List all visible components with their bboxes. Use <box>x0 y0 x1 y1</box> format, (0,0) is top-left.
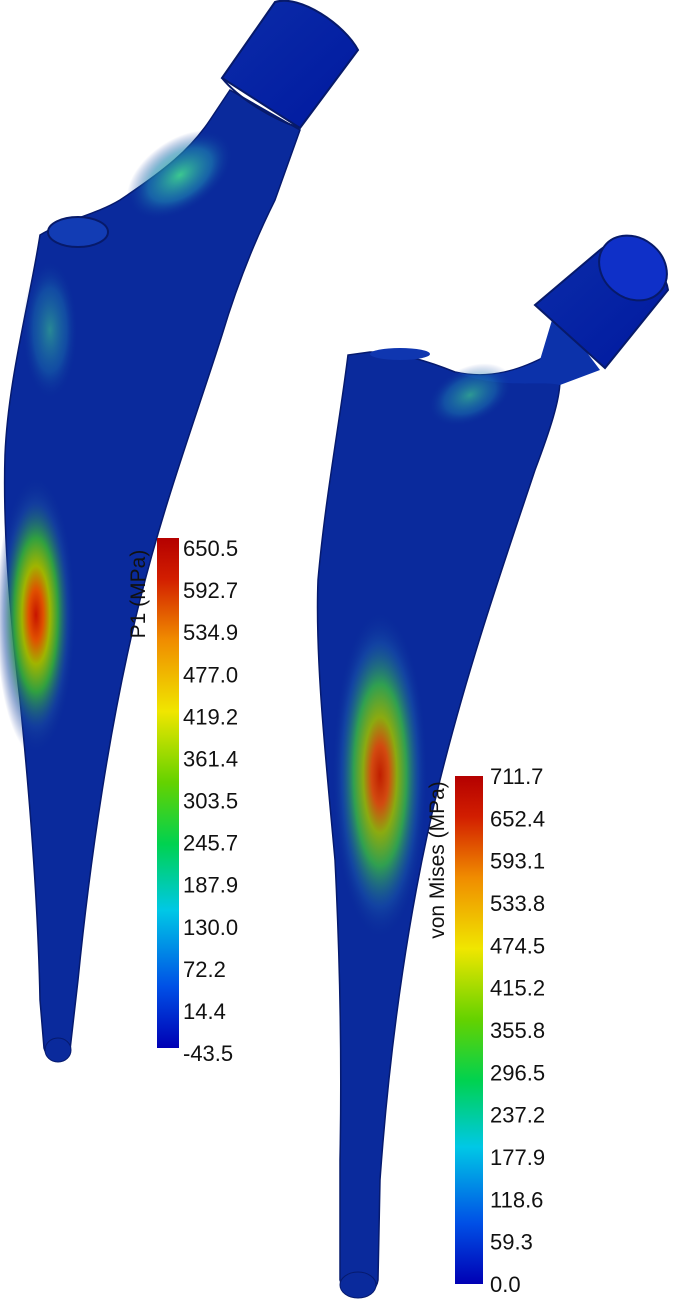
von-mises-colorbar: 711.7 652.4 593.1 533.8 474.5 415.2 355.8 296.5… <box>426 764 545 1297</box>
left-trunnion-ring <box>221 77 301 129</box>
right-top <box>370 348 430 360</box>
von-mises-colorbar-tick-label: 593.1 <box>490 849 545 874</box>
p1-colorbar-tick-label: 361.4 <box>183 746 238 771</box>
left-trunnion <box>220 0 360 130</box>
p1-colorbar-title: P1 (MPa) <box>127 550 150 639</box>
von-mises-colorbar-tick-label: 355.8 <box>490 1018 545 1043</box>
left-stress-hotspot <box>0 475 76 755</box>
p1-colorbar-tick-label: 419.2 <box>183 704 238 729</box>
left-implant-model <box>0 0 360 1063</box>
von-mises-colorbar-tick-label: 59.3 <box>490 1230 533 1255</box>
right-stress-hotspot <box>332 610 428 940</box>
p1-colorbar-tick-label: 650.5 <box>183 536 238 561</box>
von-mises-colorbar-tick-label: 296.5 <box>490 1060 545 1085</box>
p1-colorbar-ticks: 650.5 592.7 534.9 477.0 419.2 361.4 303.5 245.7… <box>183 536 238 1066</box>
p1-colorbar-tick-label: -43.5 <box>183 1041 233 1066</box>
von-mises-colorbar-tick-label: 474.5 <box>490 933 545 958</box>
von-mises-colorbar-title: von Mises (MPa) <box>426 781 449 939</box>
p1-colorbar-tick-label: 534.9 <box>183 620 238 645</box>
p1-colorbar-tick-label: 14.4 <box>183 999 226 1024</box>
right-implant-model <box>316 234 670 1299</box>
p1-colorbar-tick-label: 245.7 <box>183 831 238 856</box>
right-neck-glow <box>427 363 513 427</box>
p1-colorbar-gradient <box>157 538 179 1048</box>
von-mises-colorbar-tick-label: 237.2 <box>490 1103 545 1128</box>
p1-colorbar: 650.5 592.7 534.9 477.0 419.2 361.4 303.5 245.7… <box>127 536 238 1066</box>
von-mises-colorbar-tick-label: 118.6 <box>490 1187 543 1212</box>
von-mises-colorbar-tick-label: 652.4 <box>490 806 545 831</box>
p1-colorbar-tick-label: 592.7 <box>183 578 238 603</box>
left-neck-glow <box>126 130 234 220</box>
right-trunnion-face <box>598 234 668 302</box>
p1-colorbar-tick-label: 130.0 <box>183 915 238 940</box>
left-distal-tip <box>44 1037 72 1063</box>
von-mises-colorbar-tick-label: 711.7 <box>490 764 543 789</box>
von-mises-colorbar-tick-label: 177.9 <box>490 1145 545 1170</box>
left-hole <box>47 216 109 248</box>
von-mises-colorbar-tick-label: 533.8 <box>490 891 545 916</box>
von-mises-colorbar-gradient <box>455 776 483 1284</box>
von-mises-colorbar-ticks: 711.7 652.4 593.1 533.8 474.5 415.2 355.8 296.5… <box>490 764 545 1297</box>
p1-colorbar-tick-label: 477.0 <box>183 662 238 687</box>
p1-colorbar-tick-label: 72.2 <box>183 957 226 982</box>
p1-colorbar-tick-label: 187.9 <box>183 873 238 898</box>
von-mises-colorbar-tick-label: 415.2 <box>490 976 545 1001</box>
right-distal-tip <box>339 1271 377 1299</box>
left-lateral-glow <box>22 260 78 400</box>
von-mises-colorbar-tick-label: 0.0 <box>490 1272 521 1297</box>
p1-colorbar-tick-label: 303.5 <box>183 789 238 814</box>
